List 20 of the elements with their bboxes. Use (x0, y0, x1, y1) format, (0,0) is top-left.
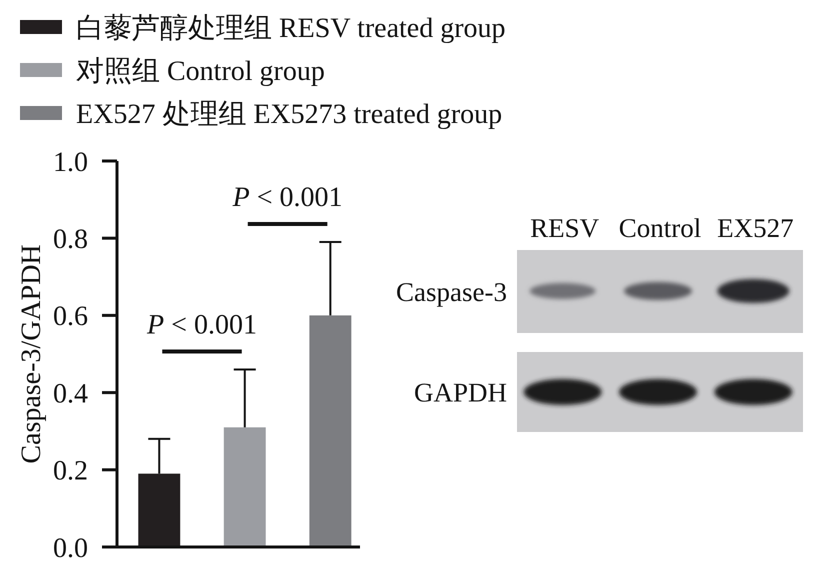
y-tick-label: 1.0 (53, 146, 88, 178)
bar (224, 427, 266, 547)
bar (309, 315, 352, 547)
legend-label: 对照组 Control group (76, 56, 325, 87)
y-tick-label: 0.0 (53, 532, 88, 564)
text: Caspase-3 (396, 276, 507, 307)
text: RESV (530, 213, 600, 243)
text: Control (618, 213, 702, 243)
y-tick-label: 0.8 (53, 224, 88, 255)
legend-label: 白藜芦醇处理组 RESV treated group (76, 12, 506, 44)
annotation: P < 0.001 (232, 182, 343, 214)
y-tick-label: 0.6 (53, 301, 88, 332)
legend-label: EX527 处理组 EX5273 treated group (76, 98, 502, 130)
y-tick-label: 0.4 (53, 378, 88, 410)
annotation: P < 0.001 (146, 309, 257, 340)
text: EX527 (717, 213, 794, 243)
y-axis-title: Caspase-3/GAPDH (16, 244, 47, 464)
bar (138, 474, 180, 547)
text: GAPDH (414, 377, 507, 408)
y-tick-label: 0.2 (53, 456, 88, 487)
